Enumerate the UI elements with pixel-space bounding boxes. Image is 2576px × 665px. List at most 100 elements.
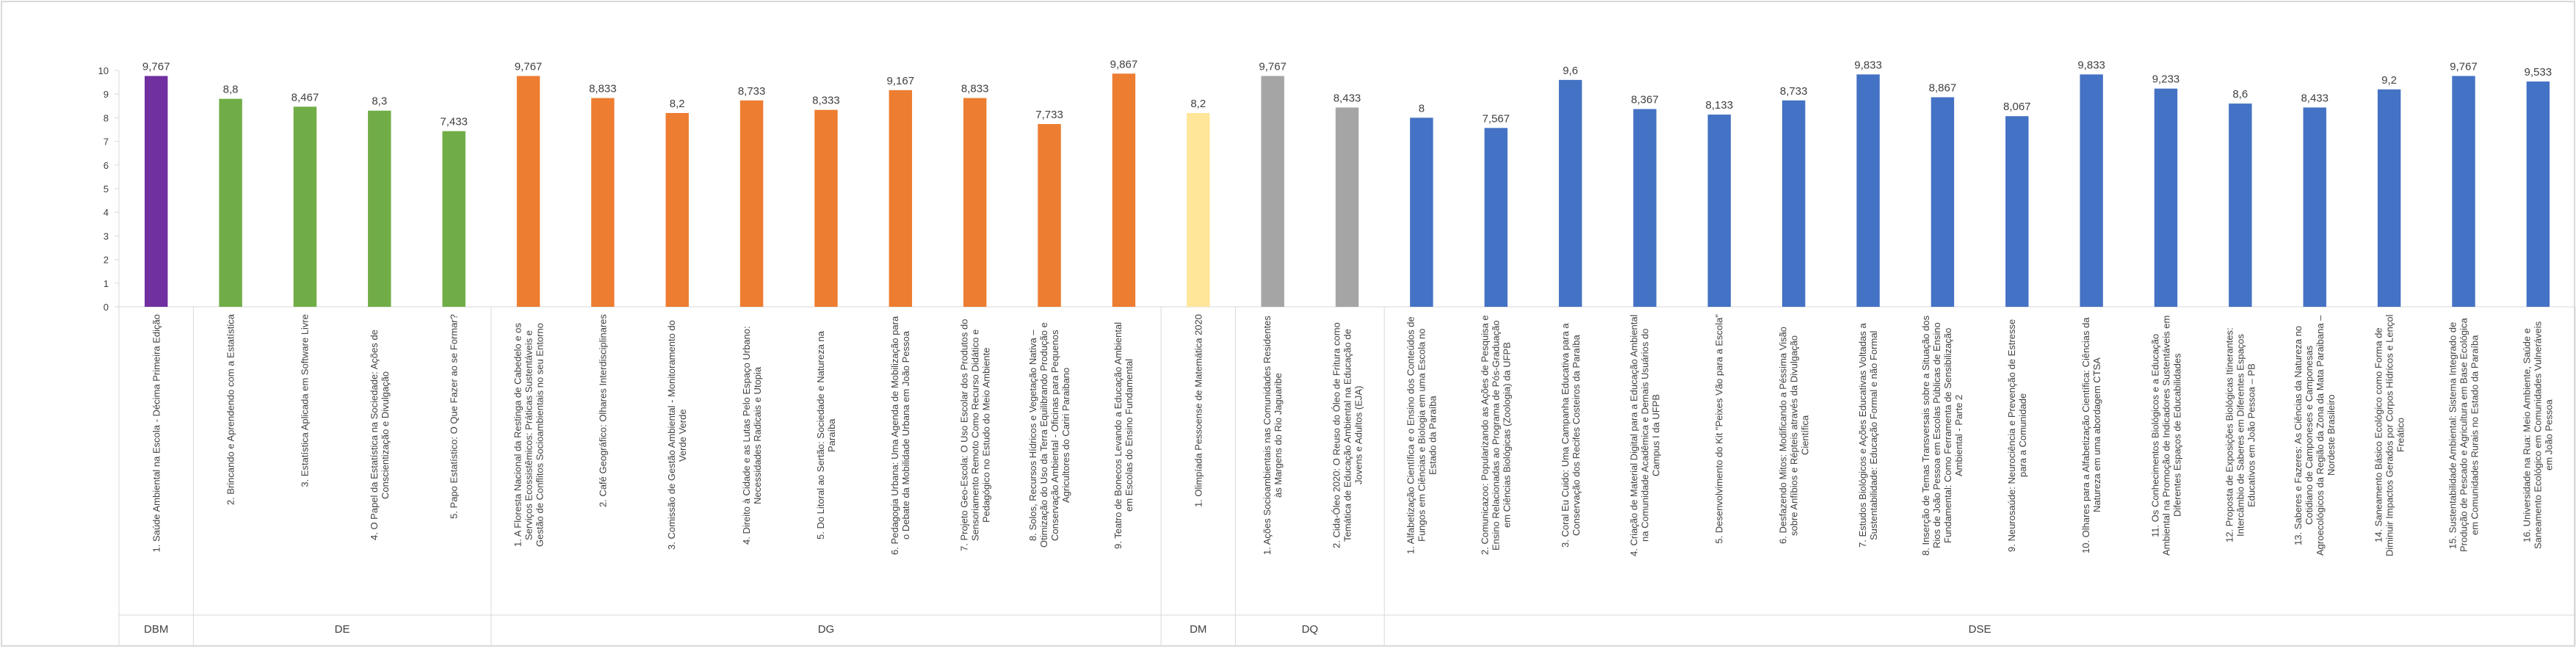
data-label: 8,867 [1929,81,1957,94]
bar [293,106,317,307]
data-label: 9,2 [2381,74,2397,87]
bar [1484,128,1508,307]
bar [665,112,689,307]
y-tick-label: 8 [104,112,109,123]
bar [442,131,466,307]
group-label: DSE [1969,623,1991,636]
data-label: 8,2 [670,98,685,110]
x-tick-label: 4. Direito à Cidade e as Lutas Pelo Espa… [740,326,763,545]
bar [591,98,615,307]
bar [963,98,987,307]
x-tick-label: 10. Olhares para a Alfabetização Científ… [2080,317,2103,553]
x-tick-label: 14. Saneamento Básico Ecológico como For… [2373,314,2406,556]
x-tick-label: 8. Solos, Recursos Hídricos e Vegetação … [1027,322,1072,548]
chart-border [1,1,2575,647]
bar [2377,89,2401,307]
y-tick-label: 0 [104,302,109,313]
y-tick-label: 5 [104,183,109,195]
bar [1187,112,1210,307]
data-label: 8,367 [1631,94,1659,106]
bar [2005,116,2029,307]
bar [1410,117,1433,307]
x-tick-label: 7. Estudos Biológicos e Ações Educativas… [1857,323,1880,548]
data-label: 8,3 [372,95,387,108]
y-tick-label: 9 [104,89,109,100]
data-label: 8 [1419,102,1425,115]
y-tick-label: 7 [104,137,109,148]
group-label: DM [1190,623,1206,636]
bar [2303,107,2326,307]
bar [2526,81,2550,307]
group-label: DG [818,623,835,636]
group-label: DQ [1302,623,1319,636]
bar [889,90,913,307]
x-tick-label: 2. Café Geográfico: Olhares Interdiscipl… [597,314,609,508]
y-tick-label: 2 [104,255,109,266]
x-tick-label: 4. Criação de Material Digital para a Ed… [1628,314,1662,556]
bar [814,109,838,307]
data-label: 7,433 [440,116,468,128]
x-tick-label: 5. Do Litoral ao Sertão: Sociedade e Nat… [814,331,837,540]
bar [2154,88,2178,308]
data-label: 9,867 [1110,58,1138,70]
data-label: 8,6 [2232,88,2248,101]
x-tick-label: 15. Sustentabilidade Ambiental: Sistema … [2447,318,2481,553]
data-label: 8,2 [1190,98,1206,110]
bar [2080,74,2103,307]
bar [1558,79,1582,307]
x-tick-label: 5. Papo Estatístico: O Que Fazer ao se F… [448,314,460,519]
bar [1261,76,1284,308]
x-tick-label: 1. Ações Socioambientais nas Comunidades… [1262,316,1284,555]
data-label: 9,767 [142,61,170,73]
y-tick-label: 1 [104,278,109,289]
bar [1707,115,1732,307]
data-label: 8,133 [1706,99,1734,112]
x-tick-label: 3. Estatística Aplicada em Software Livr… [299,314,311,487]
bar [144,76,168,308]
data-label: 8,333 [812,95,840,107]
bar [739,100,764,307]
x-tick-label: 3. Coral Eu Cuido: Uma Campanha Educativ… [1559,323,1582,548]
data-label: 8,733 [1780,85,1808,98]
y-tick-label: 4 [104,207,109,218]
data-label: 7,567 [1482,112,1510,125]
data-label: 9,767 [2450,61,2478,73]
bar [1856,74,1880,307]
x-tick-label: 1. Alfabetização Científica e o Ensino d… [1405,316,1439,554]
data-label: 9,767 [1259,61,1287,73]
bar [516,76,540,308]
data-label: 8,433 [2301,92,2329,104]
x-tick-label: 4. O Papel da Estatística na Sociedade: … [368,330,391,541]
x-tick-label: 2. Brincando e Aprendendo com a Estatíst… [225,314,236,506]
bar [368,110,391,308]
x-tick-label: 9. Teatro de Bonecos Levando a Educação … [1112,321,1135,549]
x-tick-label: 1. Saúde Ambiental na Escola - Décima Pr… [151,314,162,553]
data-label: 8,8 [223,84,239,96]
x-tick-label: 13. Saberes e Fazeres: As Ciências da Na… [2293,315,2337,556]
x-tick-label: 9. Neurosaúde: Neurociência e Prevenção … [2005,319,2028,552]
x-tick-label: 8. Inserção de Temas Transversais sobre … [1920,315,1965,556]
x-tick-label: 6. Pedagogia Urbana: Uma Agenda de Mobil… [889,316,912,555]
data-label: 9,533 [2525,66,2553,79]
x-tick-label: 1. Olimpíada Pessoense de Matemática 202… [1193,314,1204,508]
x-tick-label: 6. Desfazendo Mitos: Modificando a Péssi… [1777,326,1811,545]
bar [1112,73,1136,308]
x-tick-label: 12. Proposta de Exposições Biológicas It… [2224,327,2257,543]
x-tick-label: 11. Os Conhecimentos Biológicos e a Educ… [2149,315,2182,556]
bar [1781,100,1806,307]
data-label: 9,767 [515,61,543,73]
data-label: 8,833 [589,83,617,95]
data-label: 7,733 [1035,109,1063,121]
bar [1038,123,1061,307]
data-label: 8,733 [738,85,766,98]
group-label: DE [335,623,350,636]
data-label: 9,833 [1854,59,1882,71]
bar [1931,97,1955,307]
data-label: 9,167 [887,75,915,87]
bar [219,98,242,307]
x-tick-label: 3. Comissão de Gestão Ambiental - Monito… [666,320,689,550]
x-tick-label: 1. A Floresta Nacional da Restinga de Ca… [512,323,545,548]
bar [1335,107,1359,307]
